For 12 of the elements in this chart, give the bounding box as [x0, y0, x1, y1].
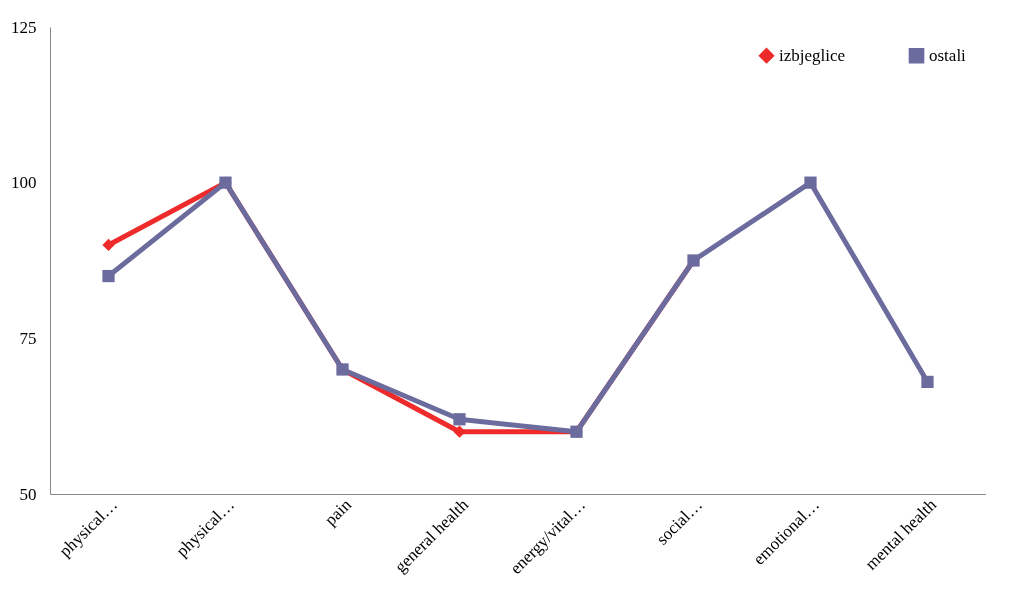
point [921, 375, 934, 389]
point [804, 176, 817, 189]
y-tick-label: 75 [19, 328, 37, 348]
x-tick-label: pain [320, 494, 356, 530]
point [102, 238, 115, 252]
point [453, 413, 466, 426]
y-tick-label: 125 [11, 17, 37, 37]
legend-label: izbjeglice [779, 45, 846, 65]
y-tick-label: 100 [11, 173, 37, 193]
y-tick-label: 50 [19, 484, 37, 504]
legend-label: ostali [929, 45, 967, 65]
point [102, 269, 115, 283]
